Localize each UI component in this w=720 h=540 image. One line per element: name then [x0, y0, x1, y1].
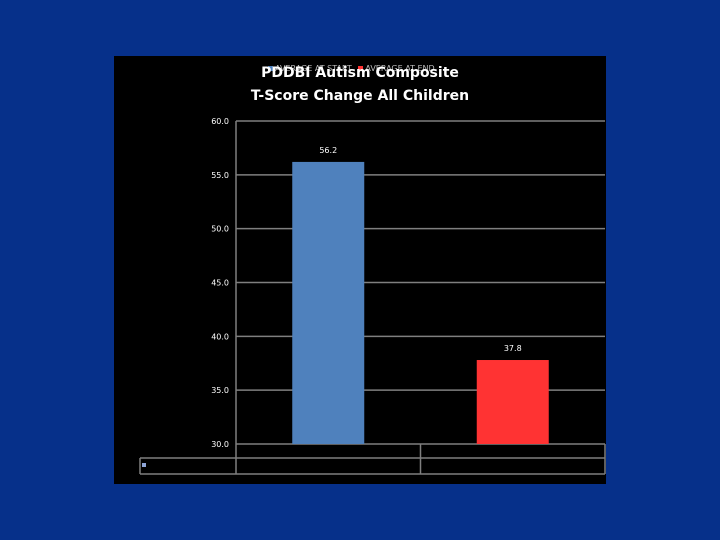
bar-1	[292, 161, 365, 444]
y-tick-label: 40.0	[211, 332, 229, 341]
y-tick-label: 60.0	[211, 117, 229, 126]
chart-legend: AVERAGE AT START AVERAGE AT END	[264, 64, 435, 73]
chart-title-line-1: PDDBI Autism Composite	[261, 65, 459, 81]
chart-title-line-2: T-Score Change All Children	[250, 88, 470, 104]
legend-label-start: AVERAGE AT START	[275, 64, 352, 73]
data-table-marker	[142, 463, 146, 467]
data-label: 37.8	[504, 344, 522, 353]
bar-2	[476, 360, 549, 444]
y-tick-label: 55.0	[211, 171, 229, 180]
bar-chart: 60.0 55.0 50.0 45.0 40.0 35.0 30.0 56.2 37.8	[139, 117, 606, 475]
chart-panel: 60.0 55.0 50.0 45.0 40.0 35.0 30.0 56.2 37.8 AVE…	[114, 56, 606, 484]
legend-swatch-end	[358, 66, 364, 71]
legend-swatch-start	[268, 66, 273, 71]
y-tick-label: 30.0	[211, 440, 229, 449]
legend-label-end: AVERAGE AT END	[365, 64, 435, 73]
data-label: 56.2	[319, 146, 337, 155]
y-tick-label: 50.0	[211, 225, 229, 234]
y-tick-label: 45.0	[211, 279, 229, 288]
y-tick-label: 35.0	[211, 386, 229, 395]
